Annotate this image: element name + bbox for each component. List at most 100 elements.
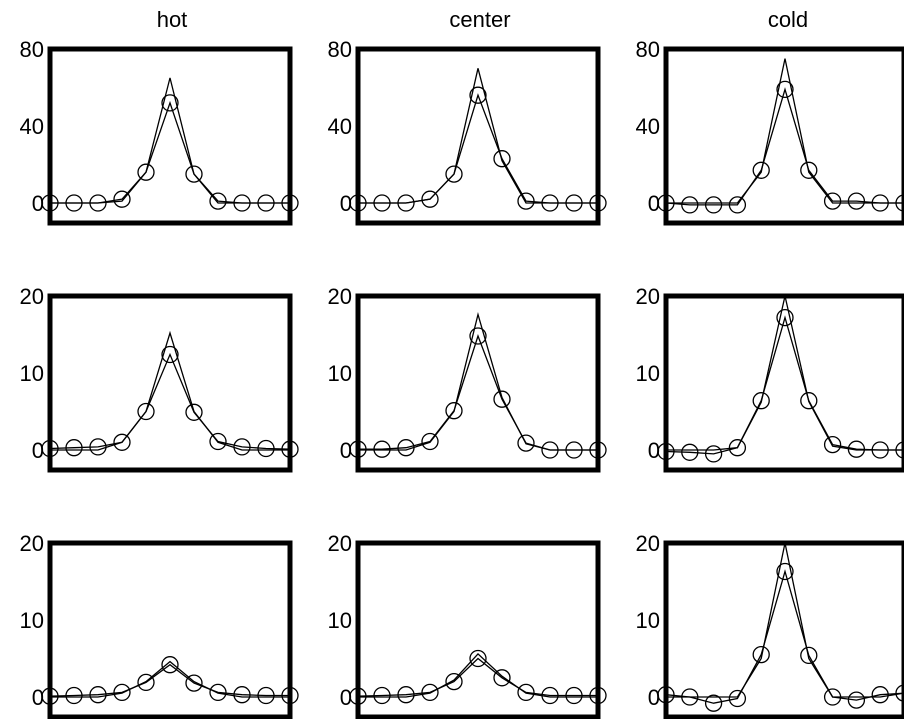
series-line-circles bbox=[358, 334, 598, 451]
data-point bbox=[469, 649, 487, 668]
data-point bbox=[137, 402, 155, 421]
data-point bbox=[704, 445, 723, 463]
data-point bbox=[89, 686, 107, 704]
column-title-center: center bbox=[449, 7, 510, 32]
data-point bbox=[704, 196, 723, 214]
series-line-plain bbox=[358, 68, 598, 204]
data-point bbox=[257, 439, 275, 458]
panel-1-2: 0 40 80 bbox=[328, 37, 607, 226]
panel-frame bbox=[355, 46, 601, 226]
data-point bbox=[681, 196, 699, 214]
data-point bbox=[728, 689, 747, 708]
data-point bbox=[541, 441, 559, 459]
y-tick-label: 80 bbox=[636, 37, 660, 62]
data-point bbox=[397, 686, 415, 704]
data-point bbox=[113, 433, 131, 451]
data-point bbox=[421, 190, 439, 208]
column-title-hot: hot bbox=[157, 7, 188, 32]
data-point bbox=[41, 439, 59, 458]
data-point bbox=[517, 434, 535, 452]
data-point bbox=[113, 683, 131, 702]
data-point bbox=[847, 691, 866, 709]
data-point bbox=[493, 150, 511, 168]
data-point bbox=[281, 440, 299, 458]
y-tick-label: 40 bbox=[328, 114, 352, 139]
panel-frame bbox=[355, 540, 601, 719]
data-point bbox=[589, 194, 607, 212]
data-point bbox=[233, 194, 251, 212]
data-point bbox=[823, 688, 842, 706]
data-point bbox=[823, 192, 842, 210]
data-point bbox=[681, 443, 699, 461]
y-tick-label: 20 bbox=[328, 284, 352, 309]
data-point bbox=[89, 194, 107, 212]
series-line-plain bbox=[358, 652, 598, 698]
panel-frame bbox=[47, 293, 293, 473]
data-point bbox=[752, 161, 770, 179]
panel-1-1: 0 40 80 bbox=[20, 37, 299, 226]
data-point bbox=[565, 686, 583, 705]
data-point bbox=[89, 438, 107, 456]
panel-frame bbox=[663, 540, 904, 719]
panel-2-1: 0 10 20 bbox=[20, 284, 299, 473]
data-point bbox=[65, 439, 83, 457]
series-line-circles bbox=[665, 569, 904, 704]
data-point bbox=[657, 686, 675, 704]
data-point bbox=[421, 683, 439, 702]
data-point bbox=[185, 165, 203, 183]
data-point bbox=[445, 165, 463, 183]
panel-frame bbox=[355, 293, 601, 473]
data-point bbox=[752, 392, 770, 410]
data-point bbox=[349, 194, 367, 212]
y-tick-label: 10 bbox=[636, 361, 660, 386]
series-line-circles bbox=[357, 657, 598, 697]
y-tick-label: 0 bbox=[648, 438, 660, 463]
panel-2-3: 0 10 20 bbox=[636, 284, 904, 473]
data-point bbox=[469, 327, 487, 345]
data-point bbox=[445, 402, 463, 420]
data-point bbox=[373, 440, 391, 458]
series-line-circles bbox=[50, 100, 290, 204]
data-point bbox=[209, 683, 227, 702]
y-tick-label: 0 bbox=[32, 438, 44, 463]
series-line-plain bbox=[666, 58, 904, 204]
data-point bbox=[257, 194, 275, 212]
data-point bbox=[445, 672, 463, 691]
series-line-plain bbox=[50, 660, 290, 698]
data-point bbox=[541, 686, 559, 705]
data-point bbox=[161, 94, 179, 112]
data-point bbox=[847, 440, 866, 458]
series-line-circles bbox=[358, 93, 598, 204]
panel-3-1: 0 10 20 bbox=[20, 531, 299, 719]
y-tick-label: 40 bbox=[636, 114, 660, 139]
y-tick-label: 0 bbox=[340, 438, 352, 463]
y-tick-label: 80 bbox=[328, 37, 352, 62]
data-point bbox=[397, 194, 415, 212]
data-point bbox=[776, 562, 794, 581]
data-point bbox=[871, 194, 889, 212]
panel-grid: 0 40 80 0 40 80 0 40 80 0 10 20 0 10 20 0 10 20 0 10 20 0 10 20… bbox=[20, 37, 904, 719]
data-point bbox=[493, 669, 511, 687]
data-point bbox=[589, 686, 607, 705]
data-point bbox=[161, 656, 179, 674]
y-tick-label: 0 bbox=[32, 191, 44, 216]
data-point bbox=[895, 194, 904, 212]
data-point bbox=[776, 308, 794, 327]
data-point bbox=[800, 161, 818, 179]
data-point bbox=[469, 86, 487, 104]
data-point bbox=[41, 194, 59, 212]
data-point bbox=[823, 435, 842, 454]
data-point bbox=[233, 686, 251, 704]
data-point bbox=[565, 194, 583, 212]
data-point bbox=[895, 684, 904, 702]
data-point bbox=[349, 687, 367, 705]
y-tick-label: 10 bbox=[636, 608, 660, 633]
y-tick-label: 0 bbox=[340, 685, 352, 710]
series-line-circles bbox=[665, 315, 904, 455]
data-point bbox=[397, 439, 415, 457]
series-line-plain bbox=[50, 77, 290, 204]
data-point bbox=[800, 646, 818, 665]
data-point bbox=[137, 163, 155, 181]
data-point bbox=[589, 441, 607, 459]
data-point bbox=[728, 439, 747, 457]
